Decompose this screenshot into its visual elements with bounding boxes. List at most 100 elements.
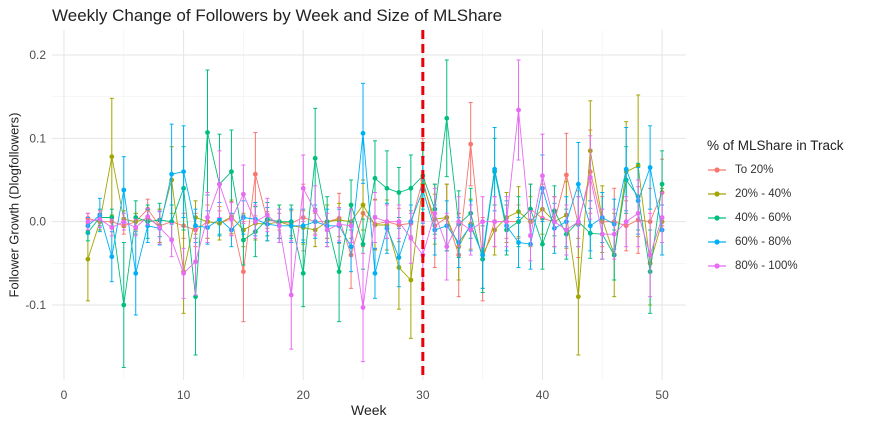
- x-tick-label: 0: [61, 388, 68, 402]
- data-point: [611, 231, 617, 237]
- legend-key: [708, 239, 726, 245]
- data-point: [145, 214, 151, 220]
- y-axis-title: Follower Growth (Dlogfollowers): [6, 112, 22, 298]
- data-point: [563, 227, 569, 233]
- data-point: [252, 219, 258, 225]
- data-point: [444, 244, 450, 250]
- legend-label: 40% - 60%: [735, 212, 792, 224]
- data-point: [348, 202, 354, 208]
- data-point: [276, 223, 282, 229]
- data-point: [468, 141, 474, 147]
- data-point: [360, 130, 366, 136]
- legend-label: To 20%: [735, 164, 774, 176]
- data-point: [384, 219, 390, 225]
- y-tick-label: 0.0: [29, 215, 46, 229]
- data-point: [181, 270, 186, 276]
- data-point: [504, 219, 509, 225]
- data-point: [288, 292, 294, 298]
- legend-key: [708, 167, 726, 173]
- legend-key: [708, 263, 726, 269]
- data-point: [240, 191, 246, 197]
- y-tick-label: 0.1: [29, 131, 46, 145]
- data-point: [252, 171, 258, 177]
- data-point: [97, 216, 103, 222]
- data-point: [647, 165, 653, 170]
- data-point: [587, 223, 593, 229]
- data-point: [348, 223, 354, 229]
- data-point: [444, 115, 450, 121]
- y-tick-label: 0.2: [29, 48, 46, 62]
- data-point: [492, 219, 498, 225]
- data-point: [360, 241, 366, 247]
- data-point: [85, 219, 91, 225]
- legend-key: [708, 191, 726, 197]
- legend-label: 60% - 80%: [735, 236, 792, 248]
- data-point: [360, 202, 366, 208]
- data-point: [85, 256, 91, 262]
- data-point: [229, 169, 234, 175]
- legend-items: To 20% 20% - 40% 40% - 60% 60% - 80% 80% - 1…: [707, 158, 844, 278]
- data-point: [516, 107, 521, 113]
- data-point: [109, 254, 115, 260]
- data-point: [193, 223, 198, 229]
- data-point: [312, 208, 318, 214]
- data-point: [552, 219, 557, 225]
- data-point: [408, 185, 414, 191]
- x-tick-label: 40: [536, 388, 550, 402]
- data-point: [264, 212, 270, 218]
- data-point: [659, 181, 665, 187]
- data-point: [575, 219, 581, 225]
- data-point: [157, 225, 163, 230]
- data-point: [492, 166, 498, 172]
- data-point: [516, 240, 521, 245]
- legend-item: 80% - 100%: [707, 254, 844, 278]
- data-point: [336, 221, 342, 227]
- data-point: [121, 302, 127, 308]
- data-point: [396, 255, 402, 260]
- data-point: [240, 237, 246, 243]
- data-point: [528, 233, 533, 239]
- data-point: [348, 244, 354, 250]
- data-point: [169, 171, 175, 177]
- data-point: [300, 270, 306, 276]
- x-tick-label: 50: [655, 388, 669, 402]
- data-point: [360, 305, 366, 310]
- data-point: [193, 259, 198, 265]
- data-point: [372, 270, 378, 276]
- data-point: [324, 227, 330, 233]
- legend-item: 40% - 60%: [707, 206, 844, 230]
- x-axis-title: Week: [351, 402, 387, 418]
- data-point: [540, 173, 545, 179]
- data-point: [121, 219, 127, 225]
- data-point: [109, 225, 115, 230]
- data-point: [169, 237, 175, 243]
- data-point: [647, 252, 653, 258]
- x-tick-label: 20: [297, 388, 311, 402]
- x-tick-label: 30: [416, 388, 430, 402]
- legend-label: 20% - 40%: [735, 188, 792, 200]
- legend-item: 20% - 40%: [707, 182, 844, 206]
- data-point: [432, 210, 438, 216]
- chart-title: Weekly Change of Followers by Week and S…: [52, 6, 503, 25]
- data-point: [480, 252, 486, 258]
- data-point: [312, 155, 318, 161]
- data-point: [599, 231, 605, 237]
- data-point: [540, 241, 545, 247]
- data-point: [408, 235, 414, 241]
- data-point: [300, 185, 306, 191]
- data-point: [396, 219, 402, 225]
- data-point: [659, 215, 665, 220]
- data-point: [456, 219, 462, 225]
- data-point: [575, 181, 581, 187]
- data-point: [468, 227, 474, 233]
- x-tick-label: 10: [177, 388, 191, 402]
- data-point: [133, 225, 139, 230]
- data-point: [133, 270, 139, 276]
- legend-item: To 20%: [707, 158, 844, 182]
- data-point: [121, 187, 127, 193]
- data-point: [384, 185, 390, 191]
- y-tick-label: -0.1: [25, 298, 46, 312]
- data-point: [408, 277, 414, 283]
